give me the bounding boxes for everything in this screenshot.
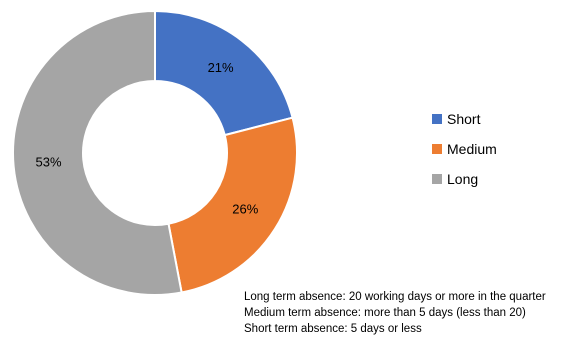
note-long-term: Long term absence: 20 working days or mo… <box>244 291 546 303</box>
donut-slice-long <box>12 9 183 296</box>
data-label-medium: 26% <box>232 202 258 217</box>
definitions-note: Long term absence: 20 working days or mo… <box>244 289 546 337</box>
legend-label-medium: Medium <box>447 141 497 157</box>
note-short-term: Short term absence: 5 days or less <box>244 323 422 335</box>
legend-item-short: Short <box>432 104 497 134</box>
legend-label-long: Long <box>447 171 479 187</box>
donut-slice-medium <box>167 116 298 294</box>
legend-swatch-long <box>432 174 442 184</box>
data-label-short: 21% <box>208 60 234 75</box>
data-label-long: 53% <box>35 155 61 170</box>
note-medium-term: Medium term absence: more than 5 days (l… <box>244 307 526 319</box>
chart-legend: Short Medium Long <box>432 104 497 194</box>
legend-label-short: Short <box>447 111 481 127</box>
legend-item-long: Long <box>432 164 497 194</box>
legend-swatch-short <box>432 114 442 124</box>
legend-item-medium: Medium <box>432 134 497 164</box>
donut-labels: 21% 26% 53% <box>35 60 258 217</box>
legend-swatch-medium <box>432 144 442 154</box>
donut-slice-short <box>154 9 294 137</box>
donut-slices <box>12 9 298 296</box>
